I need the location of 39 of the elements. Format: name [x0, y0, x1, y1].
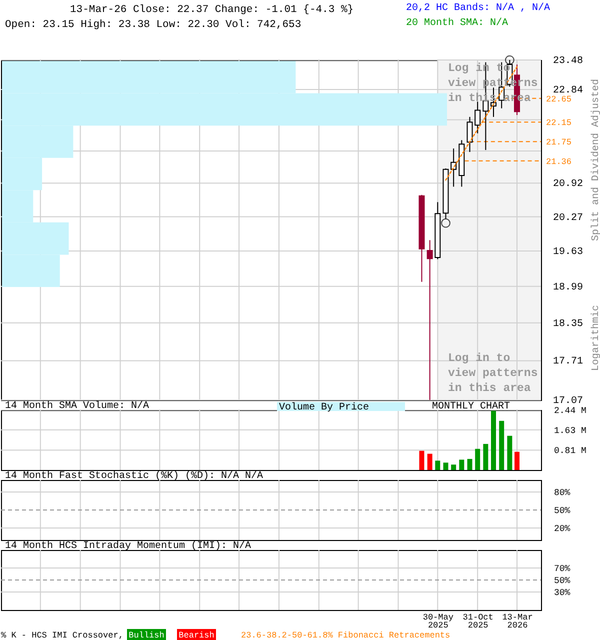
y-tick-label: 17.07 [553, 396, 584, 407]
text: 20 Month SMA: N/A [406, 17, 508, 29]
y-tick-label: 17.71 [553, 356, 584, 368]
y-tick-label: 20% [554, 524, 571, 534]
y-tick-label: 2.44 M [554, 406, 586, 416]
y-tick-label: 0.81 M [554, 446, 586, 456]
ref-line-label: 22.15 [546, 118, 572, 128]
y-tick-label: 19.63 [553, 246, 584, 258]
text: Volume By Price [278, 401, 369, 413]
chart-title: 14 Month SMA Volume: N/A [5, 400, 150, 412]
y-tick-label: 80% [554, 488, 571, 498]
y-tick-label: 20.27 [553, 212, 584, 224]
annotation: Log in to view patterns in this area [448, 352, 538, 395]
text: 20,2 HC Bands: N/A , N/A [406, 2, 550, 14]
chart-title: 14 Month HCS Intraday Momentum (IMI): N/A [5, 540, 252, 552]
text: 23.6-38.2-50-61.8% Fibonacci Retracements [241, 630, 450, 640]
ref-line-label: 22.65 [546, 94, 572, 104]
y-tick-label: 70% [554, 564, 571, 574]
chart-title: 14 Month Fast Stochastic (%K) (%D): N/A N/A [5, 470, 264, 482]
chart-subtitle: Open: 23.15 High: 23.38 Low: 22.30 Vol: 742,653 [5, 19, 302, 31]
text: % K - HCS IMI Crossover, [1, 630, 124, 640]
y-tick-label: 18.35 [553, 318, 584, 330]
y-tick-label: 23.48 [553, 56, 584, 67]
text: Logarithmic [590, 304, 600, 372]
y-tick-label: 18.99 [553, 282, 584, 294]
y-tick-label: 22.84 [553, 85, 584, 96]
x-tick-label: 13-Mar 2026 [502, 612, 533, 630]
ref-line-label: 21.75 [546, 138, 572, 148]
y-tick-label: 20.92 [553, 179, 584, 190]
text: Split and Dividend Adjusted [590, 78, 600, 242]
annotation: MONTHLY CHART [432, 402, 510, 412]
y-tick-label: 50% [554, 576, 571, 586]
y-tick-label: 1.63 M [554, 426, 586, 436]
y-tick-label: 30% [554, 588, 571, 598]
ref-line-label: 21.36 [546, 156, 572, 167]
chart-title: 13-Mar-26 Close: 22.37 Change: -1.01 {-4.3 %} [70, 4, 354, 16]
x-tick-label: 30-May 2025 [422, 612, 454, 630]
y-tick-label: 50% [554, 506, 571, 516]
x-tick-label: 31-Oct 2025 [462, 612, 494, 630]
